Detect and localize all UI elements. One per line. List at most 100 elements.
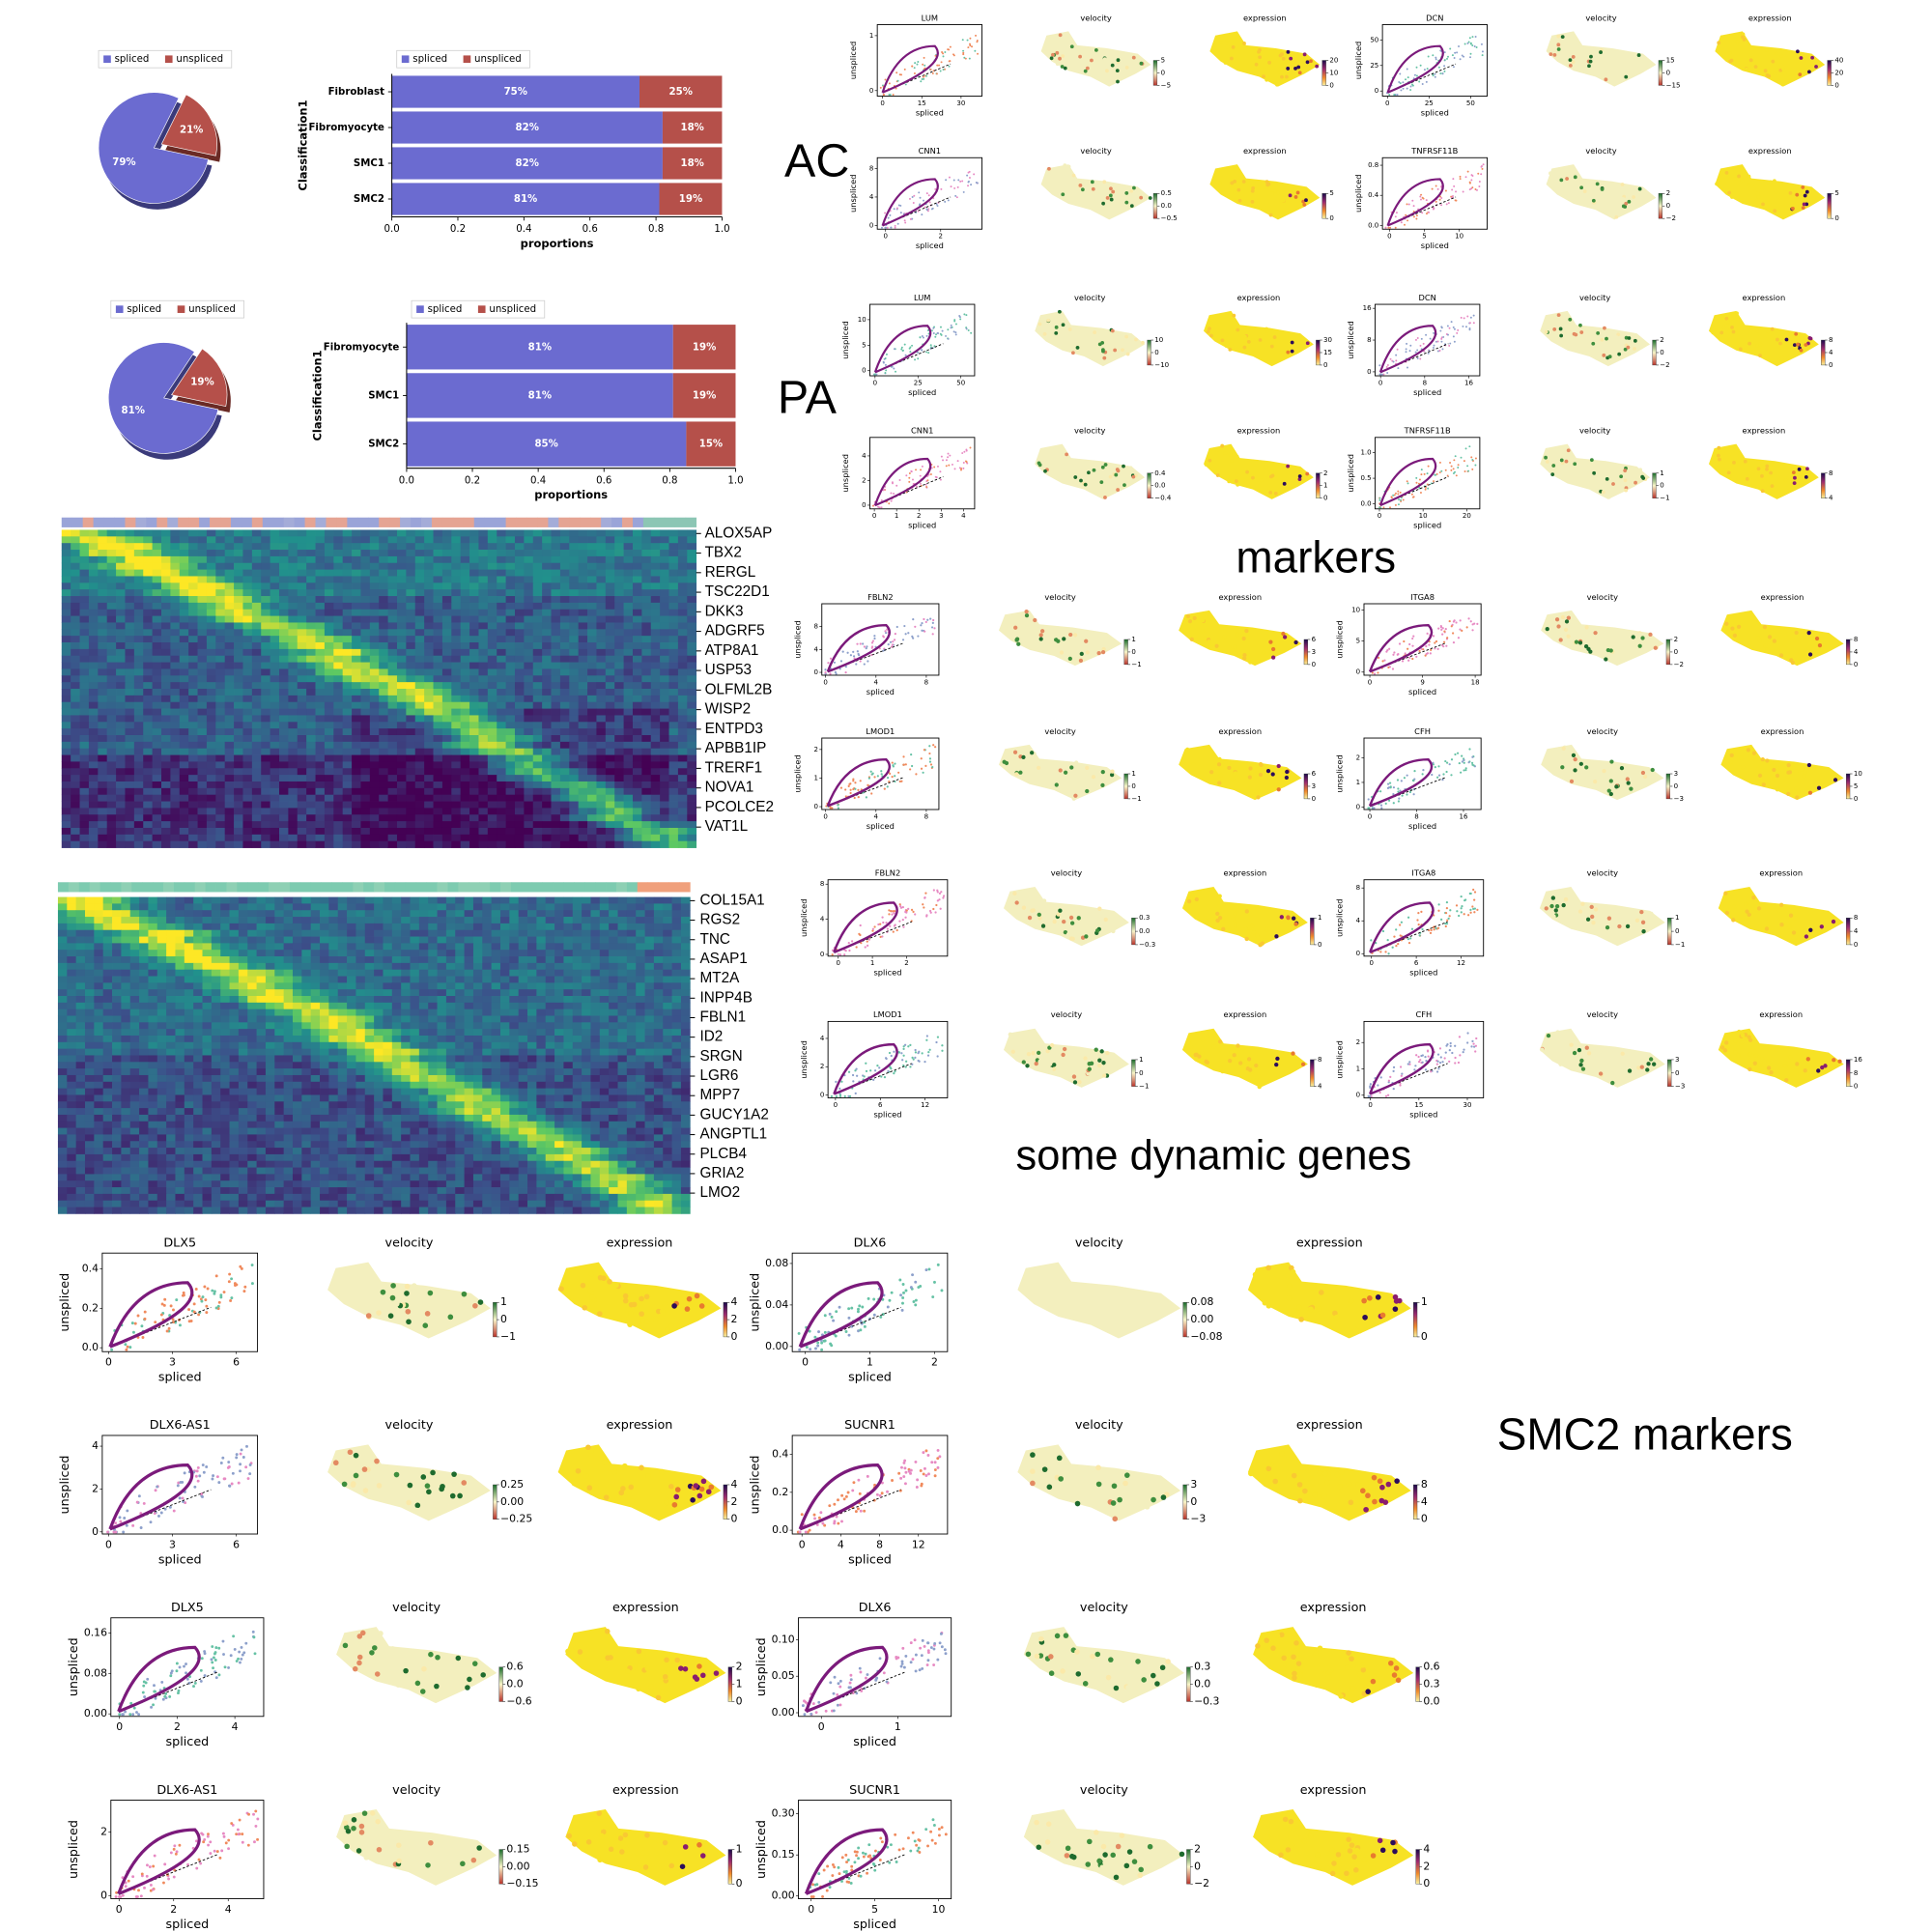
heatmap-cell bbox=[505, 562, 516, 570]
heatmap-cell bbox=[215, 840, 226, 848]
heatmap-cell bbox=[414, 781, 425, 789]
heatmap-cell bbox=[374, 923, 384, 931]
heatmap-cell bbox=[148, 962, 158, 971]
heatmap-cell bbox=[424, 781, 434, 789]
heatmap-cell bbox=[261, 775, 270, 782]
heatmap-cell bbox=[545, 950, 555, 957]
heatmap-cell bbox=[297, 722, 307, 729]
heatmap-cell bbox=[605, 695, 615, 703]
heatmap-cell bbox=[497, 827, 506, 836]
heatmap-cell bbox=[441, 622, 452, 630]
heatmap-cell bbox=[414, 821, 425, 829]
heatmap-cell bbox=[297, 741, 307, 750]
heatmap-cell bbox=[428, 903, 438, 911]
heatmap-cell bbox=[497, 708, 506, 716]
annotation-strip bbox=[516, 517, 527, 527]
heatmap-cell bbox=[170, 629, 181, 637]
heatmap-cell bbox=[632, 689, 642, 696]
heatmap-cell bbox=[328, 962, 339, 971]
heatmap-cell bbox=[514, 722, 525, 729]
heatmap-cell bbox=[315, 569, 326, 577]
heatmap-cell bbox=[532, 682, 543, 690]
heatmap-cell bbox=[170, 675, 181, 683]
heatmap-cell bbox=[224, 768, 235, 776]
heatmap-cell bbox=[342, 808, 353, 815]
heatmap-cell bbox=[414, 695, 425, 703]
heatmap-cell bbox=[396, 735, 407, 743]
heatmap-cell bbox=[671, 923, 682, 931]
heatmap-cell bbox=[270, 834, 280, 842]
heatmap-cell bbox=[234, 741, 243, 750]
heatmap-cell bbox=[288, 642, 298, 650]
heatmap-cell bbox=[491, 936, 501, 944]
heatmap-cell bbox=[337, 943, 348, 951]
heatmap-cell bbox=[487, 555, 497, 564]
heatmap-cell bbox=[668, 768, 679, 776]
heatmap-cell bbox=[215, 768, 226, 776]
heatmap-cell bbox=[112, 943, 122, 951]
heatmap-cell bbox=[265, 982, 275, 990]
heatmap-cell bbox=[106, 615, 117, 623]
heatmap-cell bbox=[623, 768, 634, 776]
heatmap-cell bbox=[441, 536, 452, 544]
heatmap-cell bbox=[532, 596, 543, 604]
heatmap-cell bbox=[514, 781, 525, 789]
heatmap-cell bbox=[364, 969, 375, 977]
heatmap-cell bbox=[663, 910, 672, 918]
heatmap-cell bbox=[387, 801, 398, 809]
heatmap-cell bbox=[133, 596, 144, 604]
heatmap-cell bbox=[472, 1015, 483, 1023]
heatmap-cell bbox=[133, 576, 144, 583]
heatmap-cell bbox=[360, 550, 371, 557]
heatmap-cell bbox=[505, 801, 516, 809]
heatmap-cell bbox=[596, 814, 607, 822]
heatmap-cell bbox=[469, 655, 479, 663]
heatmap-cell bbox=[234, 662, 243, 669]
heatmap-cell bbox=[265, 1022, 275, 1030]
heatmap-cell bbox=[527, 1002, 537, 1010]
heatmap-cell bbox=[301, 910, 312, 918]
heatmap-cell bbox=[306, 808, 316, 815]
heatmap-cell bbox=[139, 982, 149, 990]
heatmap-cell bbox=[391, 910, 402, 918]
heatmap-cell bbox=[505, 589, 516, 597]
heatmap-cell bbox=[464, 1009, 474, 1016]
annotation-strip bbox=[590, 517, 602, 527]
heatmap-cell bbox=[524, 675, 534, 683]
heatmap-cell bbox=[433, 761, 443, 769]
heatmap-cell bbox=[175, 1015, 185, 1023]
heatmap-cell bbox=[306, 814, 316, 822]
gene-label: USP53 bbox=[705, 662, 752, 678]
heatmap-cell bbox=[265, 976, 275, 983]
heatmap-cell bbox=[617, 976, 628, 983]
heatmap-cell bbox=[396, 701, 407, 709]
heatmap-cell bbox=[668, 536, 679, 544]
heatmap-cell bbox=[152, 536, 162, 544]
heatmap-cell bbox=[71, 834, 80, 842]
heatmap-cell bbox=[102, 943, 113, 951]
heatmap-cell bbox=[668, 754, 679, 762]
heatmap-cell bbox=[680, 1002, 691, 1010]
heatmap-cell bbox=[379, 708, 388, 716]
heatmap-cell bbox=[524, 622, 534, 630]
heatmap-cell bbox=[614, 555, 624, 564]
heatmap-cell bbox=[559, 562, 570, 570]
x-tick-label: 0.0 bbox=[399, 475, 414, 486]
heatmap-cell bbox=[355, 950, 366, 957]
heatmap-cell bbox=[445, 956, 456, 964]
heatmap-cell bbox=[57, 1009, 68, 1016]
heatmap-cell bbox=[79, 543, 90, 551]
heatmap-cell bbox=[333, 748, 344, 755]
heatmap-cell bbox=[641, 728, 652, 736]
heatmap-cell bbox=[106, 562, 117, 570]
heatmap-cell bbox=[451, 689, 462, 696]
heatmap-cell bbox=[292, 923, 302, 931]
heatmap-cell bbox=[374, 910, 384, 918]
annotation-strip bbox=[315, 517, 327, 527]
heatmap-cell bbox=[274, 956, 285, 964]
heatmap-cell bbox=[532, 648, 543, 657]
heatmap-cell bbox=[578, 615, 588, 623]
heatmap-cell bbox=[337, 936, 348, 944]
heatmap-cell bbox=[653, 976, 664, 983]
heatmap-cell bbox=[469, 754, 479, 762]
